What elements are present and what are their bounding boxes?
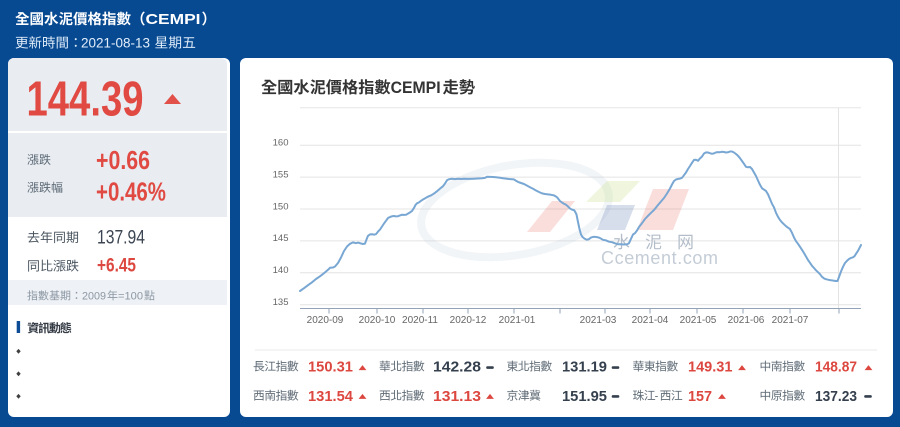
svg-text:+0.66: +0.66: [96, 145, 150, 175]
svg-text:2021-05: 2021-05: [680, 315, 717, 326]
svg-text:2009: 2009: [82, 291, 106, 303]
svg-text:155: 155: [273, 169, 289, 180]
svg-text:2020-09: 2020-09: [307, 315, 344, 326]
svg-text:CEMPI: CEMPI: [146, 11, 201, 28]
svg-text:137.23: 137.23: [815, 388, 857, 405]
svg-text:149.31: 149.31: [688, 358, 733, 375]
svg-text:145: 145: [273, 233, 289, 244]
svg-text:144.39: 144.39: [27, 72, 144, 126]
svg-text:137.94: 137.94: [97, 227, 145, 248]
svg-text:2020-11: 2020-11: [402, 315, 438, 326]
svg-text:131.54: 131.54: [308, 388, 354, 405]
svg-text:2021-01: 2021-01: [499, 315, 536, 326]
svg-text:148.87: 148.87: [815, 358, 857, 375]
svg-text:Ccement.com: Ccement.com: [601, 248, 719, 268]
svg-text:2020-10: 2020-10: [359, 315, 396, 326]
svg-text:2021-04: 2021-04: [632, 315, 669, 326]
svg-text:140: 140: [273, 265, 289, 276]
svg-text:135: 135: [273, 297, 289, 308]
svg-text:+6.45: +6.45: [97, 256, 136, 277]
svg-text:CEMPI: CEMPI: [391, 79, 441, 97]
svg-text:2021-03: 2021-03: [580, 315, 617, 326]
svg-text:2021-07: 2021-07: [772, 315, 809, 326]
svg-text:2021-08-13: 2021-08-13: [81, 36, 150, 51]
svg-text:131.19: 131.19: [562, 358, 607, 375]
svg-text:151.95: 151.95: [562, 388, 607, 405]
svg-text:131.13: 131.13: [433, 388, 481, 405]
svg-text:-: -: [655, 391, 659, 403]
svg-text:142.28: 142.28: [433, 358, 481, 375]
svg-text:2021-06: 2021-06: [728, 315, 765, 326]
svg-text:150: 150: [273, 201, 289, 212]
svg-text:2020-12: 2020-12: [450, 315, 487, 326]
svg-text:160: 160: [273, 138, 289, 149]
svg-text:+0.46%: +0.46%: [96, 177, 166, 207]
svg-text:=100: =100: [118, 291, 143, 303]
svg-text:150.31: 150.31: [308, 358, 353, 375]
svg-text:157: 157: [688, 388, 712, 405]
